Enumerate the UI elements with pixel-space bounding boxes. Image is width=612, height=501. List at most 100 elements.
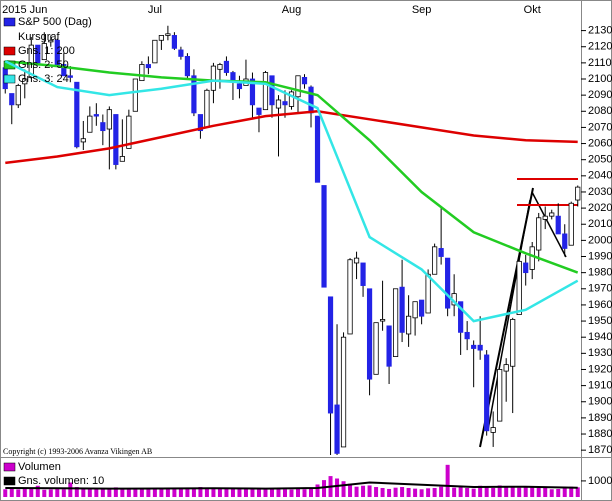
candle-body	[9, 93, 15, 106]
y-tick-label: 2010	[588, 218, 612, 230]
candle-body	[67, 75, 73, 78]
volume-bar	[107, 487, 112, 497]
candle-body	[523, 262, 529, 274]
volume-bar	[575, 487, 580, 497]
candle-body	[432, 246, 438, 275]
volume-bar	[536, 487, 541, 497]
candle-body	[28, 44, 34, 78]
candle-body	[191, 75, 197, 114]
candle-body	[562, 233, 568, 249]
volume-bar	[491, 487, 496, 497]
candle-body	[301, 76, 308, 85]
volume-bar	[230, 488, 235, 497]
candle-body	[288, 91, 295, 107]
legend-label: Gns. 3: 24	[18, 73, 69, 85]
y-tick-label: 1920	[588, 363, 612, 375]
candle-body	[269, 75, 275, 106]
candle-body	[549, 212, 555, 217]
candle-body	[516, 260, 522, 316]
volume-bar	[452, 487, 457, 497]
volume-bar	[562, 487, 567, 497]
moving-average-line	[4, 60, 579, 323]
volume-bar	[523, 486, 528, 497]
candle-body	[536, 217, 542, 251]
y-tick-label: 1900	[588, 396, 612, 408]
legend-label: Volumen	[18, 461, 61, 473]
candle-body	[282, 101, 288, 106]
volume-bar	[276, 487, 281, 497]
volume-bar	[146, 489, 151, 497]
y-tick-label: 2030	[588, 186, 612, 198]
volume-bar	[471, 488, 476, 497]
y-tick-label: 2060	[588, 137, 612, 149]
candle-body	[464, 331, 470, 340]
candle-body	[529, 246, 535, 270]
candle-body	[15, 85, 21, 106]
volume-bar	[185, 487, 190, 497]
candle-body	[399, 286, 405, 333]
volume-bar	[322, 480, 327, 497]
volume-bar	[361, 485, 366, 497]
candle-body	[295, 75, 301, 98]
volume-bar	[367, 485, 372, 497]
y-tick-label: 1960	[588, 299, 612, 311]
candle-body	[438, 248, 444, 257]
volume-bar	[256, 488, 261, 497]
legend-swatch	[3, 74, 16, 84]
legend-subtitle: Kursgraf	[18, 31, 61, 43]
volume-bar	[16, 489, 21, 497]
volume-bar	[432, 487, 437, 497]
y-tick-label: 2120	[588, 41, 612, 53]
legend-swatch	[3, 46, 16, 56]
candle-body	[210, 65, 217, 91]
candle-body	[197, 114, 204, 132]
candle-body	[256, 107, 262, 115]
volume-bar	[224, 487, 229, 497]
candle-body	[145, 64, 151, 69]
y-tick-label: 2050	[588, 154, 612, 166]
candle-body	[93, 114, 99, 117]
candle-body	[412, 301, 418, 319]
volume-bar	[556, 488, 561, 497]
volume-bar	[569, 486, 574, 497]
candle-body	[158, 35, 164, 41]
y-tick-label: 2100	[588, 73, 612, 85]
volume-bar	[348, 483, 353, 497]
y-tick-label: 1000	[588, 475, 612, 487]
candle-body	[262, 72, 269, 111]
candle-body	[178, 49, 184, 57]
volume-bar	[237, 488, 242, 497]
candle-body	[314, 115, 321, 183]
y-tick-label: 2110	[588, 57, 612, 69]
volume-bar	[465, 487, 470, 497]
candle-body	[340, 336, 347, 448]
candle-body	[249, 78, 256, 106]
candle-body	[347, 259, 353, 335]
volume-bar	[139, 489, 144, 497]
legend-swatch	[3, 17, 16, 27]
volume-bar	[354, 486, 359, 497]
volume-bar	[55, 488, 60, 497]
y-tick-label: 2090	[588, 89, 612, 101]
y-tick-label: 1910	[588, 380, 612, 392]
candle-body	[425, 273, 431, 314]
volume-bar	[126, 488, 131, 497]
y-tick-label: 2070	[588, 121, 612, 133]
volume-bar	[3, 489, 8, 497]
candle-body	[74, 81, 80, 148]
y-tick-label: 1930	[588, 347, 612, 359]
candle-body	[35, 44, 41, 64]
candle-body	[392, 288, 399, 357]
volume-bar	[263, 489, 268, 497]
candle-body	[360, 262, 366, 286]
volume-bar	[426, 488, 431, 497]
y-tick-label: 2040	[588, 170, 612, 182]
volume-bar	[87, 488, 92, 497]
candle-body	[48, 39, 54, 43]
volume-bar	[458, 487, 463, 497]
y-tick-label: 2020	[588, 202, 612, 214]
copyright: Copyright (c) 1993-2006 Avanza Vikingen …	[3, 447, 152, 456]
volume-bar	[198, 487, 203, 497]
volume-bar	[48, 489, 53, 497]
volume-bar	[211, 488, 216, 497]
